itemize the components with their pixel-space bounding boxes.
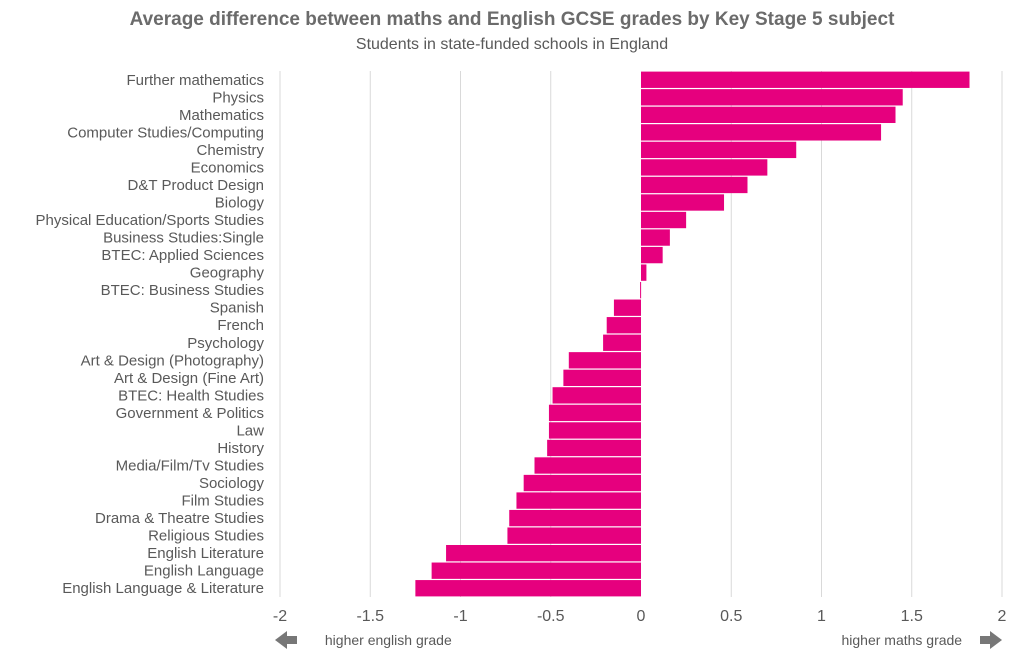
category-label: Mathematics bbox=[179, 107, 264, 124]
category-label: Art & Design (Photography) bbox=[81, 352, 264, 369]
category-label: Sociology bbox=[199, 475, 265, 492]
category-label: History bbox=[217, 440, 264, 457]
bar bbox=[641, 211, 687, 229]
bar bbox=[568, 352, 641, 369]
footer-right: higher maths grade bbox=[841, 631, 1002, 650]
footer-left: higher english grade bbox=[275, 631, 452, 650]
x-tick-label: 0 bbox=[637, 608, 646, 625]
arrow-right-shaft bbox=[980, 636, 990, 645]
x-tick-label: 1.5 bbox=[901, 608, 923, 625]
bar bbox=[507, 527, 641, 544]
bar bbox=[641, 89, 903, 106]
category-label: Art & Design (Fine Art) bbox=[114, 370, 264, 387]
bar bbox=[548, 404, 641, 422]
bar bbox=[431, 562, 641, 579]
x-tick-label: 0.5 bbox=[720, 608, 742, 625]
bar bbox=[641, 159, 768, 176]
x-tick-label: -1 bbox=[453, 608, 467, 625]
bar bbox=[563, 369, 641, 386]
bar bbox=[606, 317, 641, 334]
bar bbox=[641, 229, 670, 246]
category-label: Psychology bbox=[187, 335, 264, 352]
bar bbox=[534, 457, 641, 474]
bar bbox=[641, 71, 970, 88]
bar bbox=[509, 509, 641, 527]
bar bbox=[641, 264, 647, 281]
chart-title: Average difference between maths and Eng… bbox=[129, 9, 895, 30]
grid-lines bbox=[279, 71, 1003, 597]
bar bbox=[415, 580, 641, 597]
bar bbox=[516, 492, 641, 509]
category-label: BTEC: Applied Sciences bbox=[101, 247, 264, 264]
category-label: Drama & Theatre Studies bbox=[95, 510, 264, 527]
category-label: English Literature bbox=[147, 545, 264, 562]
category-labels: Further mathematicsPhysicsMathematicsCom… bbox=[36, 72, 265, 597]
category-label: Spanish bbox=[210, 300, 264, 317]
arrow-right-icon bbox=[990, 631, 1002, 650]
category-label: Law bbox=[236, 422, 264, 439]
category-label: Physics bbox=[212, 89, 264, 106]
category-label: Geography bbox=[190, 265, 265, 282]
bar bbox=[641, 246, 663, 264]
category-label: Economics bbox=[191, 159, 264, 176]
footer-right-label: higher maths grade bbox=[841, 632, 963, 649]
bar bbox=[641, 141, 797, 159]
bar bbox=[523, 474, 641, 492]
category-label: Physical Education/Sports Studies bbox=[36, 212, 264, 229]
x-tick-label: 2 bbox=[998, 608, 1007, 625]
category-label: French bbox=[217, 317, 264, 334]
bar bbox=[640, 282, 642, 299]
bar bbox=[641, 106, 896, 123]
bar bbox=[603, 334, 641, 351]
category-label: Religious Studies bbox=[148, 528, 264, 545]
x-tick-labels: -2 -1.5 -1 -0.5 0 0.5 1 1.5 2 bbox=[273, 608, 1007, 625]
category-label: English Language bbox=[144, 563, 264, 580]
bar bbox=[547, 439, 641, 457]
category-label: Computer Studies/Computing bbox=[67, 124, 264, 141]
x-tick-label: -2 bbox=[273, 608, 287, 625]
arrow-left-shaft bbox=[287, 636, 297, 645]
bar bbox=[641, 194, 725, 211]
x-tick-label: -1.5 bbox=[356, 608, 384, 625]
bar bbox=[613, 299, 641, 316]
bars bbox=[415, 71, 970, 597]
category-label: Business Studies:Single bbox=[103, 230, 264, 247]
bar bbox=[552, 387, 641, 404]
bar bbox=[446, 545, 641, 562]
bar bbox=[641, 176, 748, 194]
category-label: Media/Film/Tv Studies bbox=[116, 458, 264, 475]
category-label: Biology bbox=[215, 195, 265, 212]
category-label: Chemistry bbox=[196, 142, 264, 159]
category-label: Film Studies bbox=[181, 493, 264, 510]
x-tick-label: -0.5 bbox=[537, 608, 565, 625]
x-tick-label: 1 bbox=[817, 608, 826, 625]
category-label: BTEC: Business Studies bbox=[101, 282, 264, 299]
category-label: Government & Politics bbox=[116, 405, 264, 422]
bar bbox=[548, 422, 641, 439]
arrow-left-icon bbox=[275, 631, 287, 650]
bar bbox=[641, 124, 882, 141]
category-label: BTEC: Health Studies bbox=[118, 387, 264, 404]
category-label: D&T Product Design bbox=[128, 177, 264, 194]
category-label: English Language & Literature bbox=[62, 580, 264, 597]
category-label: Further mathematics bbox=[126, 72, 264, 89]
footer-left-label: higher english grade bbox=[324, 632, 452, 649]
chart-subtitle: Students in state-funded schools in Engl… bbox=[355, 36, 669, 53]
